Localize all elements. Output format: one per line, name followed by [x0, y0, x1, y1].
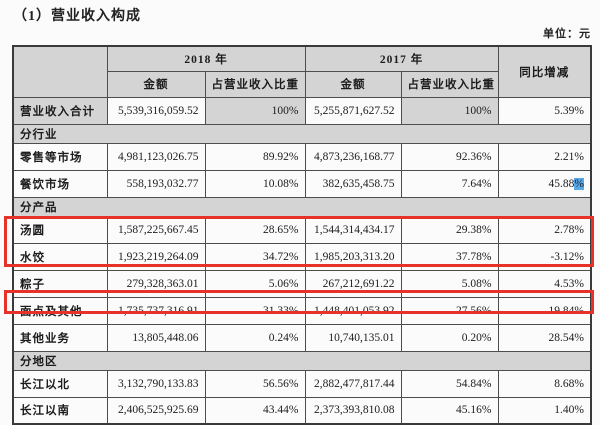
section-row-by-industry: 分行业 — [12, 123, 592, 144]
yoy-cell: 5.39% — [497, 96, 592, 125]
row-label: 零售等市场 — [12, 142, 108, 171]
amount-2018-cell: 1,735,737,316.91 — [106, 296, 206, 325]
amount-2018-cell: 1,587,225,667.45 — [106, 215, 206, 244]
share-2018-cell: 34.72% — [204, 242, 306, 271]
table-row-miandian: 面点及其他 1,735,737,316.91 31.33% 1,448,401,… — [12, 296, 592, 325]
column-group-2018: 2018 年 — [106, 45, 306, 72]
column-header-amount-2017: 金额 — [304, 70, 402, 98]
row-label: 水饺 — [12, 242, 108, 271]
row-label: 其他业务 — [12, 323, 108, 352]
share-2017-cell: 37.78% — [400, 242, 499, 271]
yoy-cell: 45.88% — [497, 169, 592, 198]
share-2017-cell: 5.08% — [400, 269, 499, 298]
share-2018-cell: 43.44% — [204, 396, 306, 425]
amount-2018-cell: 558,193,032.77 — [106, 169, 206, 198]
column-header-yoy: 同比增减 — [497, 45, 592, 98]
table-row-north-of-yangtze: 长江以北 3,132,790,133.83 56.56% 2,882,477,8… — [12, 369, 592, 398]
table-header-row-years: 2018 年 2017 年 同比增减 — [12, 45, 592, 98]
table-row-south-of-yangtze: 长江以南 2,406,525,925.69 43.44% 2,373,393,8… — [12, 396, 592, 425]
share-2018-cell: 89.92% — [204, 142, 306, 171]
row-label: 长江以南 — [12, 396, 108, 425]
table-row-total-revenue: 营业收入合计 5,539,316,059.52 100% 5,255,871,6… — [12, 96, 592, 125]
amount-2017-cell: 4,873,236,168.77 — [304, 142, 402, 171]
yoy-cell: 19.84% — [497, 296, 592, 325]
row-label: 粽子 — [12, 269, 108, 298]
section-row-by-product: 分产品 — [12, 196, 592, 217]
amount-2017-cell: 1,544,314,434.17 — [304, 215, 402, 244]
row-label: 汤圆 — [12, 215, 108, 244]
section-label: 分行业 — [12, 123, 592, 144]
amount-2017-cell: 10,740,135.01 — [304, 323, 402, 352]
share-2018-cell: 5.06% — [204, 269, 306, 298]
yoy-cell: -3.12% — [497, 242, 592, 271]
row-label: 餐饮市场 — [12, 169, 108, 198]
share-2017-cell: 0.20% — [400, 323, 499, 352]
revenue-composition-table: 2018 年 2017 年 同比增减 金额 占营业收入比重 金额 占营业收入比重… — [12, 45, 592, 425]
column-header-amount-2018: 金额 — [106, 70, 206, 98]
share-2017-cell: 7.64% — [400, 169, 499, 198]
yoy-cell: 8.68% — [497, 369, 592, 398]
section-label: 分地区 — [12, 350, 592, 371]
amount-2018-cell: 1,923,219,264.09 — [106, 242, 206, 271]
amount-2017-cell: 2,882,477,817.44 — [304, 369, 402, 398]
section-label: 分产品 — [12, 196, 592, 217]
column-group-2017: 2017 年 — [304, 45, 499, 72]
table-row-zongzi: 粽子 279,328,363.01 5.06% 267,212,691.22 5… — [12, 269, 592, 298]
row-label: 长江以北 — [12, 369, 108, 398]
table-row-tangyuan: 汤圆 1,587,225,667.45 28.65% 1,544,314,434… — [12, 215, 592, 244]
yoy-cell: 2.78% — [497, 215, 592, 244]
amount-2018-cell: 279,328,363.01 — [106, 269, 206, 298]
column-header-share-2018: 占营业收入比重 — [204, 70, 306, 98]
yoy-value: 45.88 — [548, 177, 575, 190]
yoy-cell: 28.54% — [497, 323, 592, 352]
section-title: （1）营业收入构成 — [13, 9, 141, 24]
row-label: 营业收入合计 — [12, 96, 108, 125]
amount-2017-cell: 382,635,458.75 — [304, 169, 402, 198]
amount-2017-cell: 267,212,691.22 — [304, 269, 402, 298]
amount-2018-cell: 2,406,525,925.69 — [106, 396, 206, 425]
amount-2018-cell: 3,132,790,133.83 — [106, 369, 206, 398]
amount-2018-cell: 5,539,316,059.52 — [106, 96, 206, 125]
share-2018-cell: 100% — [204, 96, 306, 125]
yoy-cell: 4.53% — [497, 269, 592, 298]
amount-2017-cell: 2,373,393,810.08 — [304, 396, 402, 425]
table-row-shuijiao: 水饺 1,923,219,264.09 34.72% 1,985,203,313… — [12, 242, 592, 271]
yoy-cell: 1.40% — [497, 396, 592, 425]
share-2018-cell: 0.24% — [204, 323, 306, 352]
yoy-cell: 2.21% — [497, 142, 592, 171]
share-2017-cell: 45.16% — [400, 396, 499, 425]
share-2017-cell: 54.84% — [400, 369, 499, 398]
table-row-retail-market: 零售等市场 4,981,123,026.75 89.92% 4,873,236,… — [12, 142, 592, 171]
row-label: 面点及其他 — [12, 296, 108, 325]
amount-2018-cell: 13,805,448.06 — [106, 323, 206, 352]
column-header-share-2017: 占营业收入比重 — [400, 70, 499, 98]
share-2018-cell: 31.33% — [204, 296, 306, 325]
share-2017-cell: 92.36% — [400, 142, 499, 171]
section-row-by-region: 分地区 — [12, 350, 592, 371]
unit-label: 单位：元 — [543, 28, 591, 40]
amount-2017-cell: 1,448,401,053.92 — [304, 296, 402, 325]
share-2018-cell: 10.08% — [204, 169, 306, 198]
share-2017-cell: 29.38% — [400, 215, 499, 244]
amount-2017-cell: 5,255,871,627.52 — [304, 96, 402, 125]
table-header-row-metrics: 金额 占营业收入比重 金额 占营业收入比重 — [13, 70, 591, 98]
amount-2017-cell: 1,985,203,313.20 — [304, 242, 402, 271]
corner-empty-cell — [12, 45, 108, 98]
amount-2018-cell: 4,981,123,026.75 — [106, 142, 206, 171]
share-2017-cell: 27.56% — [400, 296, 499, 325]
selection-highlight: % — [574, 177, 584, 190]
table-row-other-business: 其他业务 13,805,448.06 0.24% 10,740,135.01 0… — [12, 323, 592, 352]
table-row-catering-market: 餐饮市场 558,193,032.77 10.08% 382,635,458.7… — [12, 169, 592, 198]
share-2018-cell: 28.65% — [204, 215, 306, 244]
share-2018-cell: 56.56% — [204, 369, 306, 398]
share-2017-cell: 100% — [400, 96, 499, 125]
